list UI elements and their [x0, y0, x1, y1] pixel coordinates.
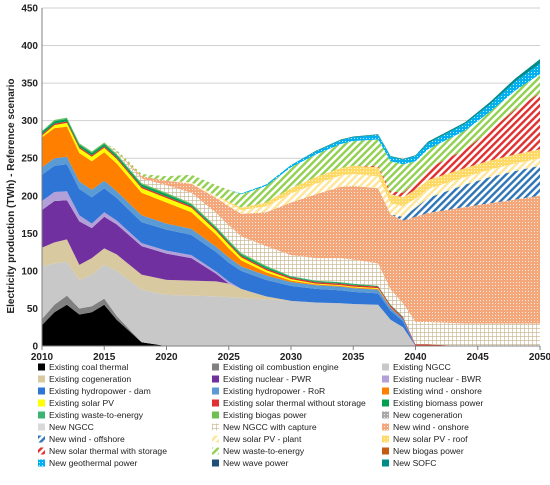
legend-swatch — [212, 363, 219, 371]
legend-label: New cogeneration — [393, 410, 462, 420]
legend-swatch — [382, 423, 389, 431]
x-tick-label: 2010 — [31, 352, 54, 363]
x-tick-label: 2015 — [93, 352, 116, 363]
legend-swatch — [212, 399, 219, 407]
y-tick-label: 400 — [21, 41, 38, 52]
y-tick-label: 300 — [21, 116, 38, 127]
legend-label: New wave power — [223, 458, 289, 468]
legend-label: Existing biomass power — [393, 398, 483, 408]
x-tick-label: 2025 — [218, 352, 241, 363]
x-tick-label: 2045 — [467, 352, 490, 363]
legend-swatch — [38, 375, 45, 383]
legend-label: New wind - offshore — [49, 434, 125, 444]
legend-label: New wind - onshore — [393, 422, 469, 432]
x-tick-label: 2035 — [342, 352, 365, 363]
legend-swatch — [212, 375, 219, 383]
area-new-wind-onshore — [42, 117, 540, 324]
legend-swatch — [212, 411, 219, 419]
y-tick-label: 350 — [21, 79, 38, 90]
legend-swatch — [382, 459, 389, 467]
legend-label: Existing solar thermal without storage — [223, 398, 366, 408]
area-new-waste-to-energy — [42, 74, 540, 208]
x-tick-labels: 2010 2015 2020 2025 2030 2035 2040 2045 2050 — [31, 346, 550, 363]
legend-swatch — [382, 363, 389, 371]
legend-swatch — [38, 423, 45, 431]
area-existing-nuclear-pwr — [42, 200, 540, 346]
legend-label: New solar PV - plant — [223, 434, 302, 444]
legend-swatch — [38, 435, 45, 443]
y-tick-label: 50 — [27, 304, 39, 315]
legend-swatch — [382, 435, 389, 443]
legend-swatch — [382, 375, 389, 383]
legend-label: New waste-to-energy — [223, 446, 305, 456]
legend-swatch — [212, 423, 219, 431]
y-tick-label: 0 — [32, 342, 38, 353]
legend-swatch — [382, 399, 389, 407]
legend-label: Existing nuclear - BWR — [393, 374, 481, 384]
legend-label: Existing NGCC — [393, 362, 451, 372]
area-existing-coal-thermal — [42, 304, 540, 346]
legend-label: Existing biogas power — [223, 410, 307, 420]
legend-swatch — [38, 447, 45, 455]
legend-swatch — [38, 387, 45, 395]
area-new-solar-pv-roof — [42, 117, 540, 211]
legend-label: Existing nuclear - PWR — [223, 374, 311, 384]
y-tick-label: 150 — [21, 229, 38, 240]
legend-swatch — [382, 447, 389, 455]
legend-swatch — [382, 411, 389, 419]
legend-label: New biogas power — [393, 446, 464, 456]
legend-label: New solar PV - roof — [393, 434, 468, 444]
area-existing-ngcc — [42, 261, 540, 346]
legend-swatch — [38, 363, 45, 371]
area-new-solar-pv-plant — [42, 117, 540, 217]
y-tick-label: 450 — [21, 4, 38, 15]
legend-swatch — [38, 411, 45, 419]
y-tick-label: 250 — [21, 154, 38, 165]
legend-label: New NGCC — [49, 422, 94, 432]
legend-label: Existing cogeneration — [49, 374, 131, 384]
legend-label: Existing waste-to-energy — [49, 410, 144, 420]
y-tick-labels: 0 50 100 150 200 250 300 350 400 450 — [21, 4, 38, 353]
legend-label: Existing oil combustion engine — [223, 362, 339, 372]
area-series-group — [42, 59, 540, 347]
y-axis-label: Electricity production (TWh) - Reference… — [6, 78, 17, 313]
legend-label: Existing hydropower - dam — [49, 386, 151, 396]
legend-swatch — [212, 459, 219, 467]
legend-label: Existing hydropower - RoR — [223, 386, 325, 396]
y-tick-label: 100 — [21, 266, 38, 277]
legend-label: New NGCC with capture — [223, 422, 317, 432]
x-tick-label: 2040 — [404, 352, 427, 363]
legend-swatch — [212, 447, 219, 455]
legend-label: New geothermal power — [49, 458, 138, 468]
x-tick-label: 2050 — [529, 352, 550, 363]
legend-label: Existing wind - onshore — [393, 386, 482, 396]
legend: Existing coal thermal Existing oil combus… — [38, 362, 483, 468]
legend-swatch — [382, 387, 389, 395]
legend-swatch — [38, 399, 45, 407]
legend-label: Existing solar PV — [49, 398, 114, 408]
x-tick-label: 2020 — [155, 352, 178, 363]
x-tick-label: 2030 — [280, 352, 303, 363]
legend-label: Existing coal thermal — [49, 362, 128, 372]
legend-swatch — [38, 459, 45, 467]
legend-swatch — [212, 435, 219, 443]
y-tick-label: 200 — [21, 191, 38, 202]
legend-label: New solar thermal with storage — [49, 446, 167, 456]
legend-swatch — [212, 387, 219, 395]
legend-label: New SOFC — [393, 458, 436, 468]
